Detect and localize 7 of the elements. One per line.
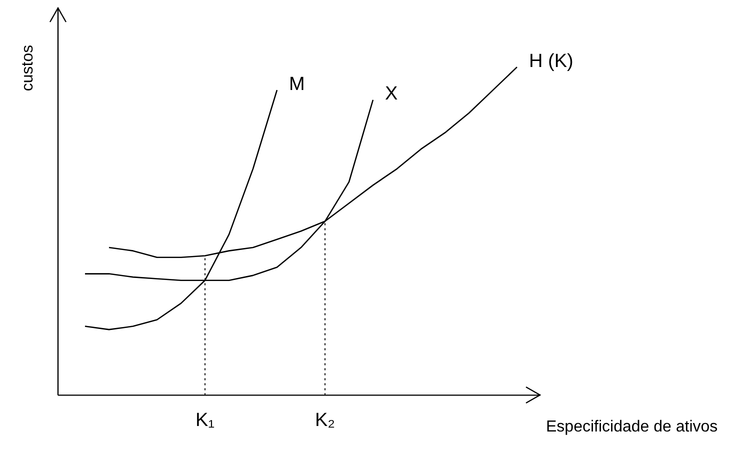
series-label: H (K): [529, 50, 574, 72]
series-label: M: [289, 74, 305, 95]
x-axis-title: Especificidade de ativos: [546, 418, 718, 436]
y-axis-title: custos: [19, 44, 36, 92]
series-label: X: [385, 84, 398, 105]
x-tick-label: K₂: [314, 410, 336, 431]
x-tick-label: K₁: [195, 410, 215, 431]
